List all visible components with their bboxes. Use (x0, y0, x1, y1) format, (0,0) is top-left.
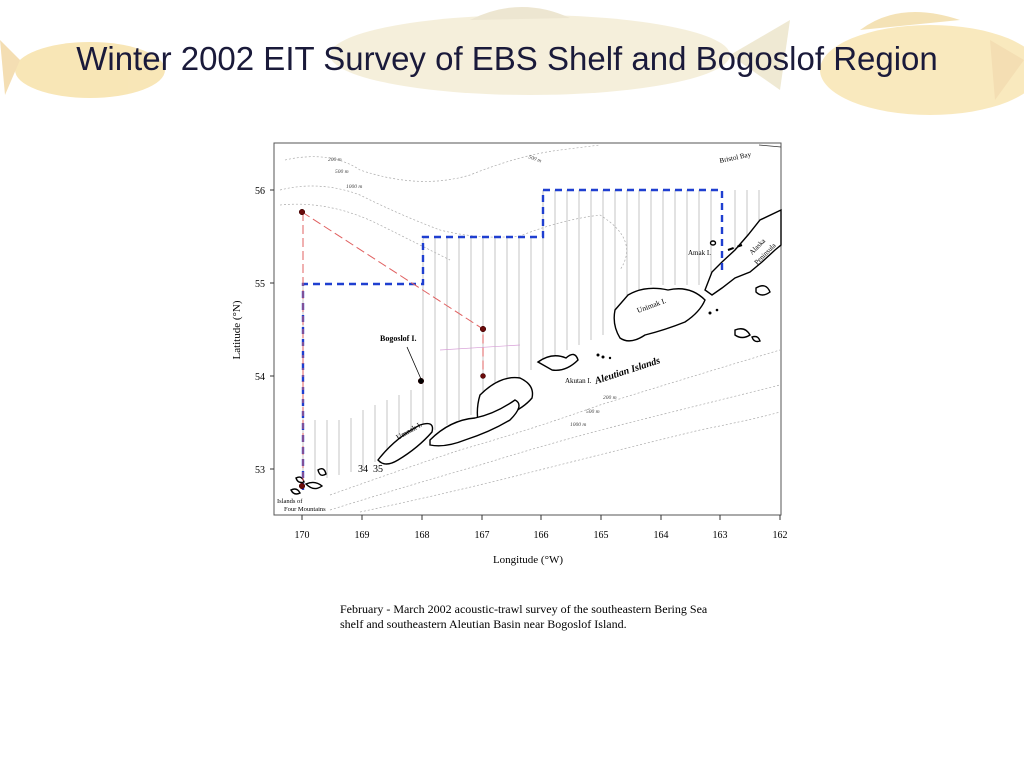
lon-tick-label: 167 (475, 530, 490, 541)
lat-tick-label: 53 (255, 465, 265, 476)
stations (298, 208, 487, 490)
small-island-4 (290, 488, 301, 495)
lon-tick-label: 162 (773, 530, 788, 541)
bogoslof-island-label: Bogoslof I. (380, 334, 416, 343)
slide-title: Winter 2002 EIT Survey of EBS Shelf and … (76, 40, 938, 77)
islets (596, 308, 719, 360)
alaska-peninsula (704, 208, 782, 296)
lon-tick-label: 170 (295, 530, 310, 541)
figure-caption: February - March 2002 acoustic-trawl sur… (340, 602, 760, 632)
station-number-label: 34 (358, 464, 368, 475)
unimak-island (613, 287, 706, 342)
small-island-2 (304, 481, 324, 490)
islands-four-mountains-label: Islands of (277, 498, 303, 505)
amak-island (709, 240, 717, 246)
aleutian-chain-mid (429, 399, 520, 447)
depth-label: 1000 m (570, 422, 586, 428)
survey-boundary (301, 188, 724, 490)
umnak-island (377, 422, 434, 465)
sanak-islands (734, 328, 751, 339)
axis-ticks (270, 189, 781, 520)
depth-label: 200 m (603, 395, 617, 401)
x-axis-label: Longitude (°W) (493, 554, 563, 566)
magenta-line (439, 344, 521, 351)
survey-map: 56 55 54 53 170 169 168 167 166 165 164 … (231, 142, 788, 566)
map-frame (273, 142, 782, 516)
islands-four-mountains-label: Four Mountains (284, 506, 326, 513)
y-axis-label: Latitude (°N) (231, 300, 243, 359)
lon-tick-label: 166 (534, 530, 549, 541)
depth-label: 500 m (586, 409, 600, 415)
depth-label: 1000 m (346, 184, 362, 190)
lat-tick-label: 54 (255, 372, 265, 383)
lat-tick-label: 55 (255, 279, 265, 290)
station-marker (479, 325, 487, 333)
bristol-bay-arrow (758, 144, 782, 148)
small-island-3 (295, 476, 305, 484)
amak-island-label: Amak I. (688, 249, 711, 257)
station-marker (480, 373, 486, 379)
lat-tick-label: 56 (255, 186, 265, 197)
depth-contours (279, 144, 781, 513)
depth-label: 500 m (335, 169, 349, 175)
small-island-6 (751, 335, 761, 343)
depth-label: 200 m (328, 157, 342, 163)
bogoslof-island-marker (417, 377, 425, 385)
caption-line: February - March 2002 acoustic-trawl sur… (340, 602, 708, 616)
small-island-1 (317, 467, 327, 477)
station-marker (298, 482, 306, 490)
akutan-island-label: Akutan I. (565, 377, 592, 385)
akutan-area (536, 353, 579, 371)
bogoslof-pointer (406, 346, 422, 380)
lon-tick-label: 168 (415, 530, 430, 541)
caption-line: shelf and southeastern Aleutian Basin ne… (340, 617, 627, 631)
lon-tick-label: 164 (654, 530, 669, 541)
boundary-extension (727, 244, 743, 251)
station-marker (298, 208, 306, 216)
lon-tick-label: 165 (594, 530, 609, 541)
transect-lines (302, 190, 760, 490)
fish-banner (0, 6, 1024, 115)
land-masses (290, 208, 782, 495)
station-number-label: 35 (373, 464, 383, 475)
lon-tick-label: 169 (355, 530, 370, 541)
small-island-5 (755, 285, 771, 296)
lon-tick-label: 163 (713, 530, 728, 541)
depth-label: 500 m (527, 154, 542, 164)
